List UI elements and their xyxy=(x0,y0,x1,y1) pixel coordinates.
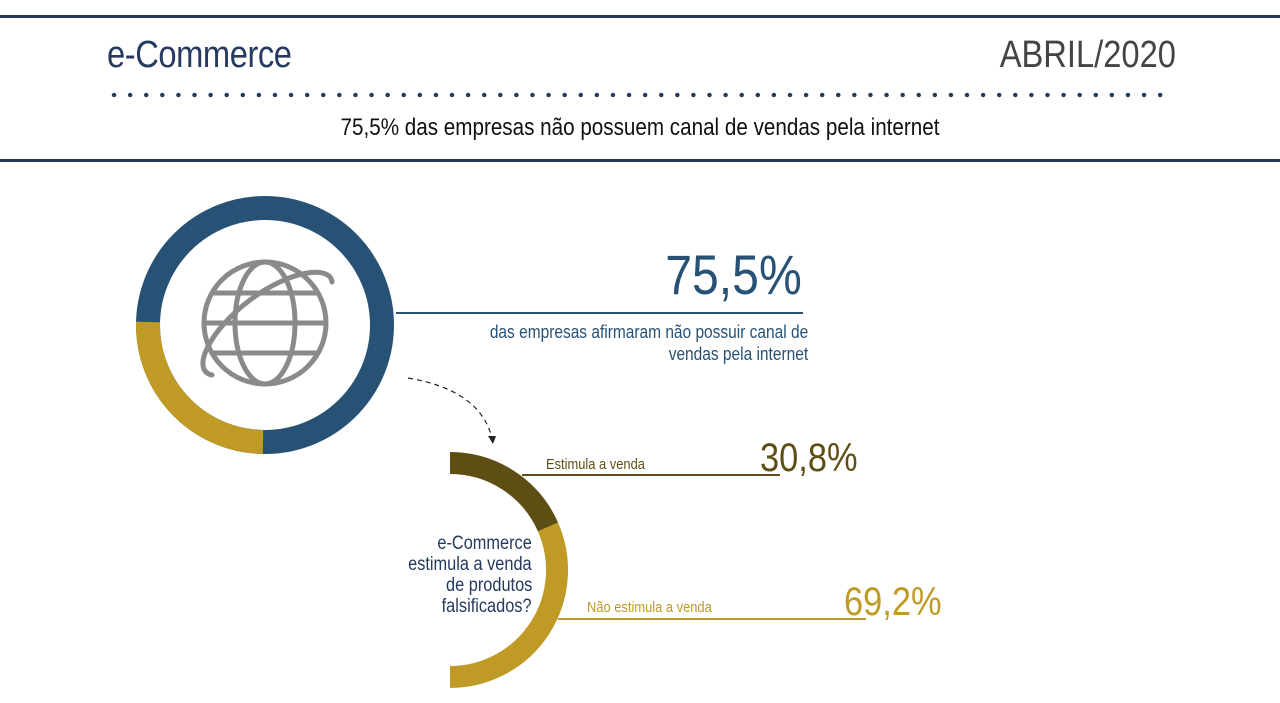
answer-1-value: 30,8% xyxy=(760,436,858,480)
answer-1-label: Estimula a venda xyxy=(546,456,645,473)
arc-estimula xyxy=(449,452,559,532)
question-line-4: falsificados? xyxy=(442,596,532,617)
header-bottom-rule xyxy=(0,159,1280,162)
answer-2-line xyxy=(558,618,866,620)
main-stat-description-1: das empresas afirmaram não possuir canal… xyxy=(489,322,808,342)
top-rule xyxy=(0,15,1280,18)
answer-1-line xyxy=(522,474,780,476)
question-line-3: de produtos xyxy=(445,575,532,596)
main-donut-chart xyxy=(135,196,394,454)
main-stat-value: 75,5% xyxy=(665,243,802,306)
arc-nao-estimula xyxy=(449,522,569,688)
gold-arc xyxy=(135,321,264,454)
answer-2-value: 69,2% xyxy=(844,580,942,624)
question-line-1: e-Commerce xyxy=(437,533,532,554)
page-title: e-Commerce xyxy=(107,34,292,76)
main-stat-description-2: vendas pela internet xyxy=(668,344,808,364)
report-date: ABRIL/2020 xyxy=(999,34,1176,76)
dashed-arrow xyxy=(407,377,496,444)
globe-icon xyxy=(200,259,335,387)
question-line-2: estimula a venda xyxy=(408,554,532,575)
main-stat-connector xyxy=(396,312,803,314)
dotted-divider xyxy=(106,92,1170,98)
answer-2-label: Não estimula a venda xyxy=(587,599,712,616)
page-subtitle: 75,5% das empresas não possuem canal de … xyxy=(340,114,940,141)
half-donut-chart xyxy=(449,452,569,688)
